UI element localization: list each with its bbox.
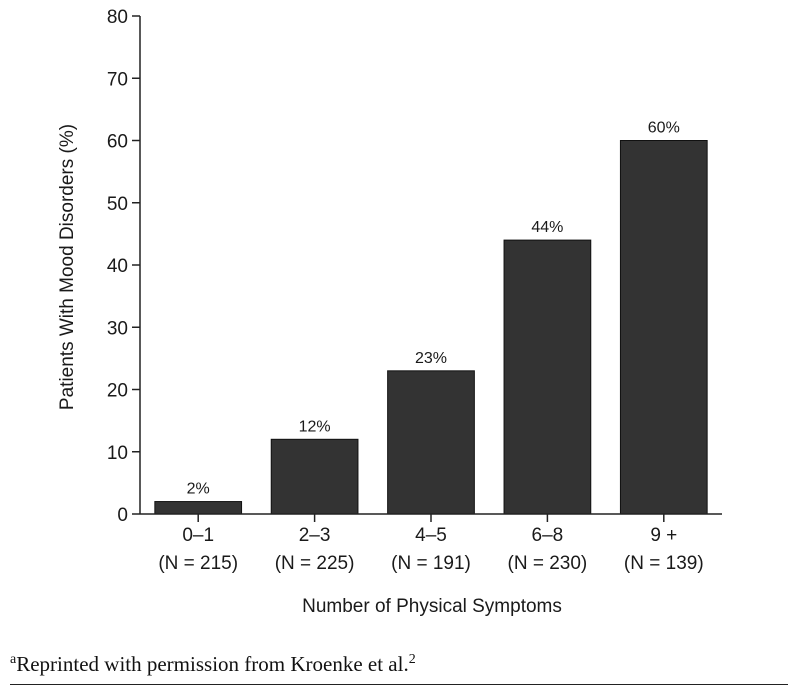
y-tick-label: 30 xyxy=(107,318,128,339)
x-tick-label: 0–1 xyxy=(182,525,214,546)
y-tick-label: 40 xyxy=(107,256,128,277)
y-tick-label: 50 xyxy=(107,194,128,215)
y-axis-title: Patients With Mood Disorders (%) xyxy=(57,124,78,410)
x-tick-label: 4–5 xyxy=(415,525,447,546)
x-tick-sample-size: (N = 215) xyxy=(158,553,238,574)
y-tick-label: 70 xyxy=(107,69,128,90)
bar-value-label: 60% xyxy=(648,120,680,137)
x-tick-label: 9 + xyxy=(650,525,677,546)
x-tick-label: 6–8 xyxy=(532,525,564,546)
bar xyxy=(154,501,243,515)
x-tick-sample-size: (N = 191) xyxy=(391,553,471,574)
footnote-reference: 2 xyxy=(408,652,416,667)
bar-chart: 0 10 20 30 40 50 60 70 80 2% 12% 23% 44% 60% 0–1 (N =… xyxy=(57,7,722,617)
footnote: aReprinted with permission from Kroenke … xyxy=(10,652,416,677)
x-tick-sample-size: (N = 230) xyxy=(508,553,588,574)
bar-value-label: 44% xyxy=(531,219,563,236)
bar xyxy=(619,140,708,515)
x-tick-label: 2–3 xyxy=(299,525,331,546)
bars: 2% 12% 23% 44% 60% xyxy=(154,120,708,515)
x-axis: 0–1 (N = 215) 2–3 (N = 225) 4–5 (N = 191) 6–8 (… xyxy=(140,513,722,574)
footnote-text: Reprinted with permission from Kroenke e… xyxy=(16,652,409,676)
bar xyxy=(387,370,475,515)
x-axis-title: Number of Physical Symptoms xyxy=(302,596,562,617)
x-tick-sample-size: (N = 225) xyxy=(275,553,355,574)
y-tick-label: 60 xyxy=(107,132,128,153)
bar xyxy=(503,239,592,515)
y-tick-label: 0 xyxy=(117,505,128,526)
bar-value-label: 2% xyxy=(187,481,210,498)
bar-value-label: 12% xyxy=(299,418,331,435)
bar-value-label: 23% xyxy=(415,350,447,367)
footnote-divider xyxy=(10,684,788,685)
bar xyxy=(270,438,359,515)
y-axis: 0 10 20 30 40 50 60 70 80 xyxy=(107,7,141,526)
x-tick-sample-size: (N = 139) xyxy=(624,553,704,574)
footnote-marker: a xyxy=(10,652,17,667)
y-tick-label: 10 xyxy=(107,443,128,464)
y-tick-label: 20 xyxy=(107,381,128,402)
y-tick-label: 80 xyxy=(107,7,128,28)
